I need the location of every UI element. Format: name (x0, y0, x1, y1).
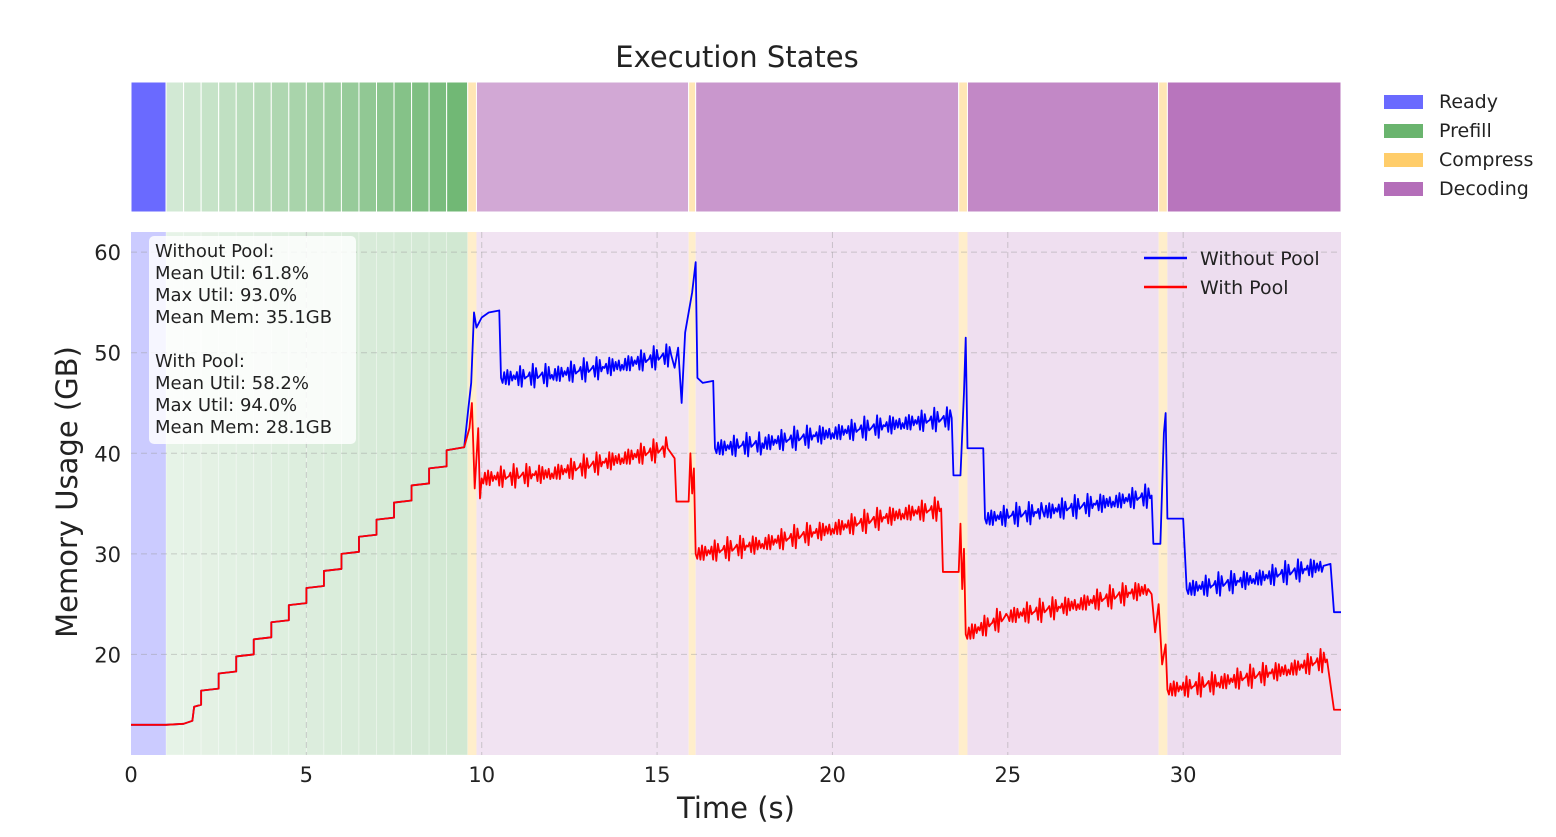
timeline-segment-prefill-8 (288, 81, 307, 213)
timeline-segment-prefill-17 (446, 81, 469, 213)
timeline-segment-ready-0 (130, 81, 167, 213)
y-tick-label-20: 20 (94, 643, 121, 667)
timeline-segment-decoding-21 (695, 81, 960, 213)
state-band-decoding-19 (476, 232, 689, 755)
state-band-prefill-15 (411, 231, 430, 756)
legend-label-without-pool: Without Pool (1200, 248, 1320, 270)
stats-without-heading: Without Pool: (155, 241, 274, 262)
legend-label-with-pool: With Pool (1200, 277, 1289, 299)
timeline-segment-decoding-19 (475, 81, 690, 213)
stats-annotation-box: Without Pool: Mean Util: 61.8% Max Util:… (149, 236, 356, 444)
y-axis-label: Memory Usage (GB) (50, 346, 84, 638)
timeline-segment-decoding-25 (1166, 81, 1342, 213)
series-legend: Without Pool With Pool (1144, 248, 1320, 299)
state-band-decoding-21 (695, 232, 959, 755)
legend-swatch-decoding (1384, 182, 1423, 196)
x-tick-label-10: 10 (468, 763, 495, 787)
stats-with-mean-util: Mean Util: 58.2% (155, 373, 309, 394)
timeline-segment-prefill-15 (411, 81, 430, 213)
x-tick-label-15: 15 (644, 763, 671, 787)
series-lines (131, 261, 1341, 726)
timeline-segment-prefill-13 (376, 81, 395, 213)
timeline-panel (130, 81, 1342, 213)
legend-label-decoding: Decoding (1439, 178, 1529, 200)
timeline-segment-compress-20 (688, 81, 697, 213)
x-tick-label-25: 25 (994, 763, 1021, 787)
timeline-segment-prefill-16 (428, 81, 448, 213)
timeline-segment-decoding-23 (966, 81, 1160, 213)
timeline-segment-prefill-3 (200, 81, 220, 213)
x-tick-label-5: 5 (300, 763, 313, 787)
series-line-without-pool (131, 261, 1341, 726)
x-tick-label-0: 0 (124, 763, 137, 787)
timeline-segment-prefill-12 (358, 81, 378, 213)
y-tick-labels: 20 30 40 50 60 (94, 241, 121, 667)
series-line-with-pool (131, 402, 1341, 726)
state-band-decoding-25 (1167, 232, 1341, 755)
timeline-segment-prefill-1 (165, 81, 185, 213)
state-band-prefill-14 (393, 231, 412, 756)
stats-with-max-util: Max Util: 94.0% (155, 395, 297, 416)
state-band-decoding-23 (967, 232, 1159, 755)
timeline-title: Execution States (615, 40, 858, 74)
y-tick-label-60: 60 (94, 241, 121, 265)
stats-with-heading: With Pool: (155, 351, 245, 372)
legend-swatch-ready (1384, 95, 1423, 109)
x-tick-label-20: 20 (819, 763, 846, 787)
stats-without-mean-util: Mean Util: 61.8% (155, 263, 309, 284)
timeline-segment-prefill-6 (253, 81, 272, 213)
legend-label-compress: Compress (1439, 149, 1533, 171)
timeline-segment-prefill-9 (305, 81, 325, 213)
timeline-segment-prefill-10 (323, 81, 342, 213)
state-band-prefill-16 (428, 231, 448, 756)
state-band-prefill-13 (376, 231, 395, 756)
state-band-prefill-17 (446, 231, 469, 756)
timeline-segment-prefill-14 (393, 81, 413, 213)
legend-swatch-compress (1384, 153, 1423, 167)
timeline-segment-prefill-7 (270, 81, 290, 213)
state-band-prefill-12 (358, 231, 377, 756)
timeline-segment-prefill-4 (218, 81, 237, 213)
timeline-segment-prefill-2 (183, 81, 202, 213)
x-tick-labels: 0 5 10 15 20 25 30 (124, 763, 1196, 787)
state-band-compress-18 (467, 232, 477, 755)
y-tick-label-50: 50 (94, 342, 121, 366)
legend-label-prefill: Prefill (1439, 120, 1492, 142)
timeline-segment-prefill-5 (235, 81, 255, 213)
state-band-compress-22 (958, 232, 968, 755)
timeline-segment-compress-24 (1158, 81, 1168, 213)
y-tick-label-30: 30 (94, 543, 121, 567)
timeline-segment-prefill-11 (340, 81, 360, 213)
y-tick-label-40: 40 (94, 442, 121, 466)
legend-label-ready: Ready (1439, 91, 1498, 113)
stats-box-background (149, 236, 356, 444)
stats-with-mean-mem: Mean Mem: 28.1GB (155, 417, 332, 438)
stats-without-mean-mem: Mean Mem: 35.1GB (155, 307, 332, 328)
stats-without-max-util: Max Util: 93.0% (155, 285, 297, 306)
timeline-segment-compress-18 (467, 81, 477, 213)
legend-swatch-prefill (1384, 124, 1423, 138)
x-axis-label: Time (s) (676, 791, 795, 825)
state-band-compress-24 (1158, 232, 1168, 755)
timeline-segment-compress-22 (958, 81, 968, 213)
timeline-legend: Ready Prefill Compress Decoding (1384, 91, 1533, 200)
x-tick-label-30: 30 (1170, 763, 1197, 787)
